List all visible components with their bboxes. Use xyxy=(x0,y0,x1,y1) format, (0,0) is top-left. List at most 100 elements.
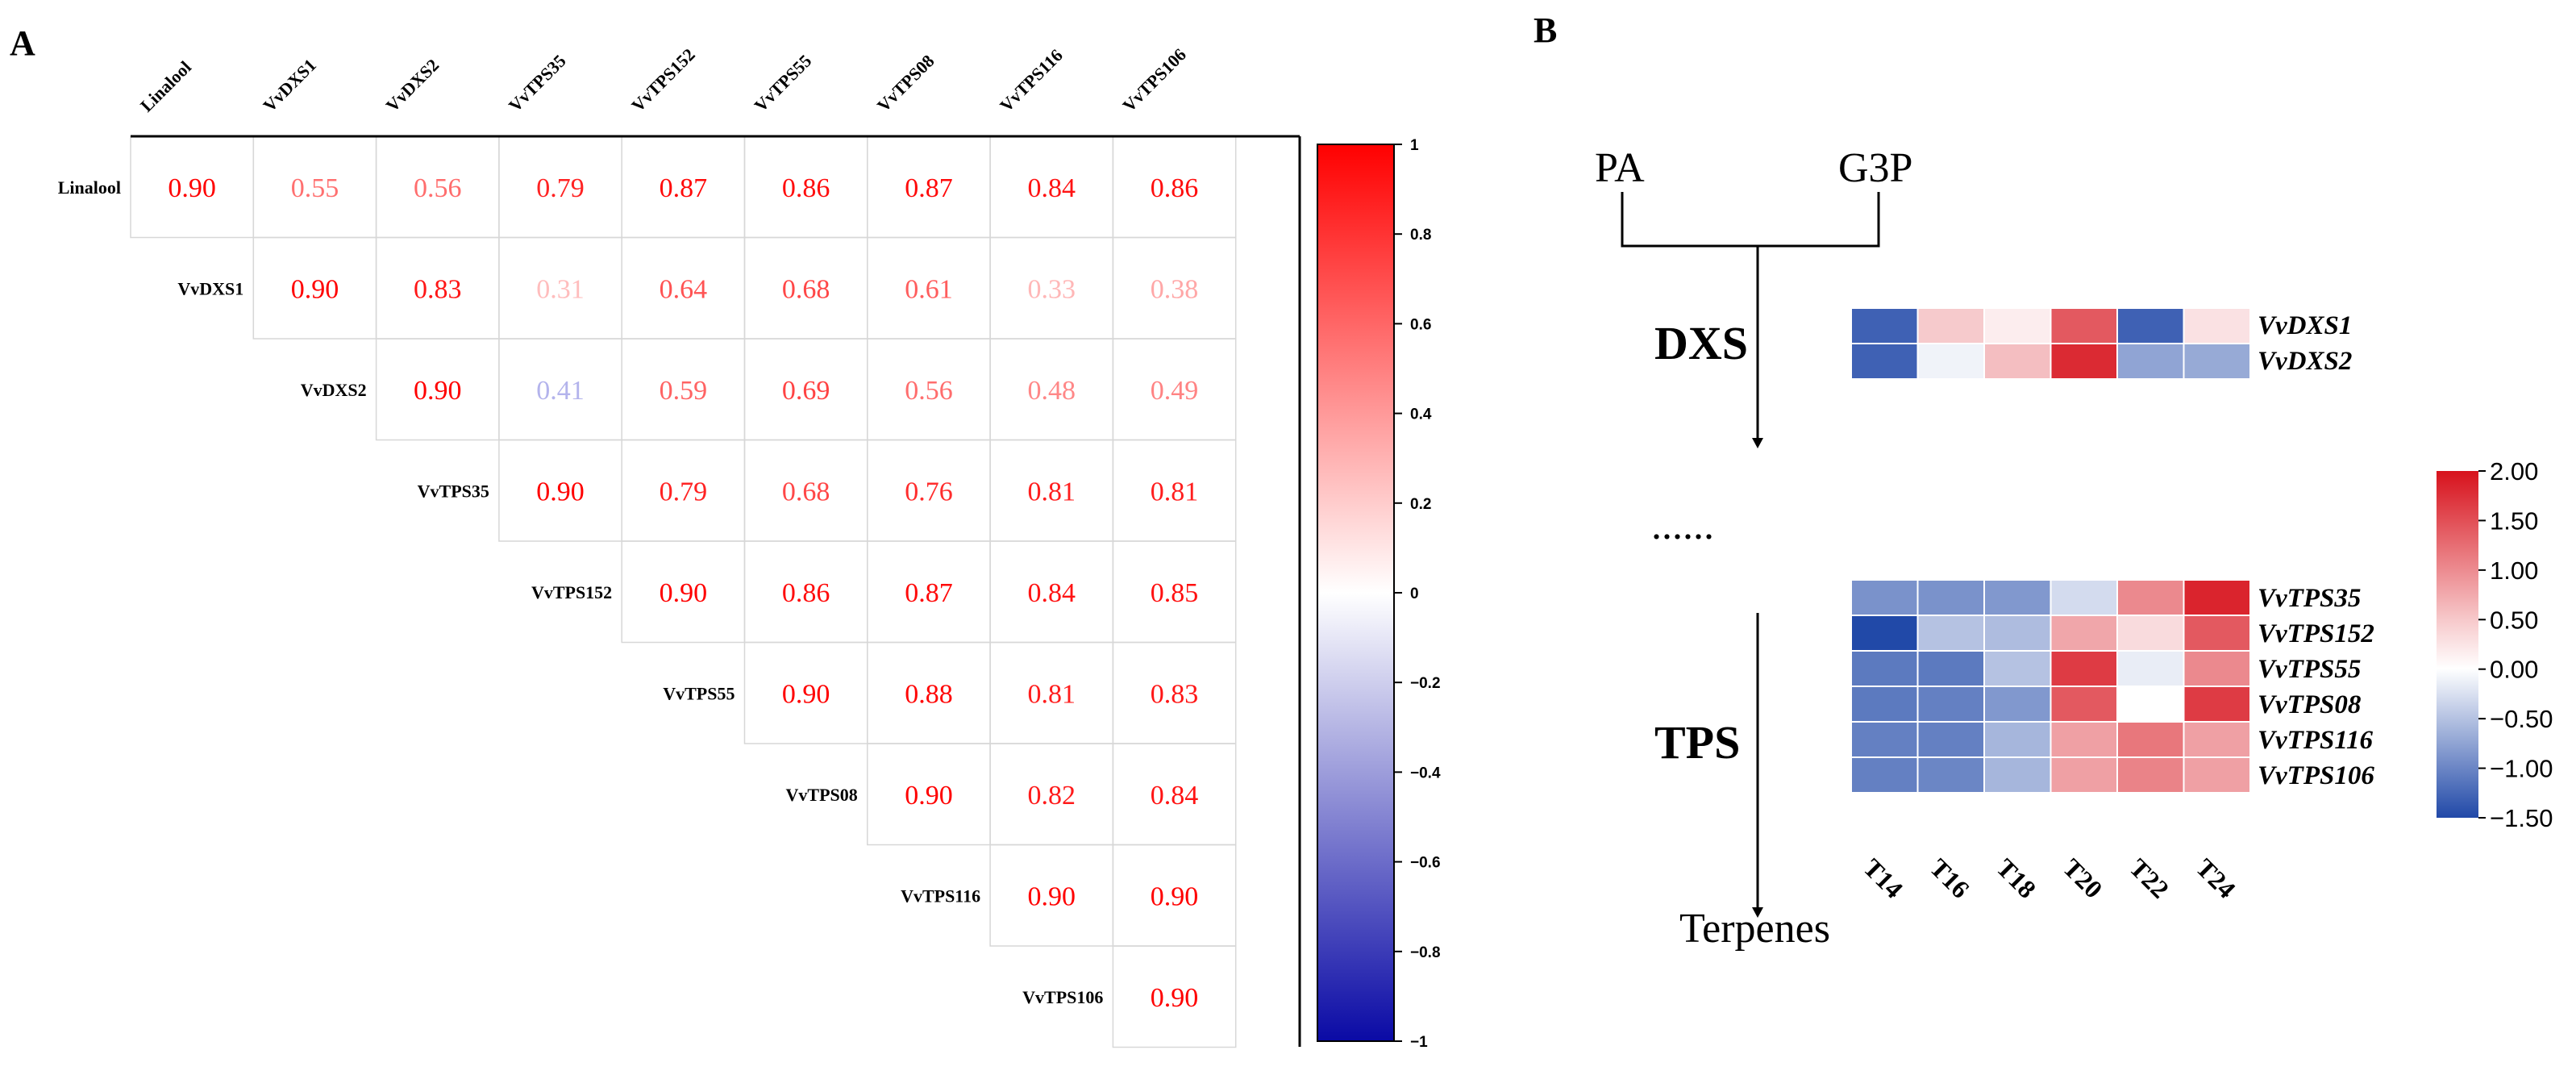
correlation-value: 0.90 xyxy=(168,173,216,203)
column-label: VvTPS55 xyxy=(751,51,816,116)
tps-cell xyxy=(2116,686,2185,723)
dxs-cell xyxy=(1850,307,1919,344)
correlation-value: 0.82 xyxy=(1028,781,1076,811)
row-label: VvTPS152 xyxy=(531,582,612,602)
tps-cell xyxy=(1983,615,2052,652)
tps-cell xyxy=(1983,686,2052,723)
correlation-value: 0.76 xyxy=(905,477,953,506)
gene-label: VvTPS35 xyxy=(2258,584,2361,613)
colorbar-b-tick-label: 2.00 xyxy=(2490,457,2538,485)
gene-label: VvTPS116 xyxy=(2258,726,2374,755)
column-label: VvDXS1 xyxy=(259,55,320,116)
row-label: VvDXS1 xyxy=(177,278,243,298)
tps-cell xyxy=(1916,650,1985,687)
time-labels: T14 T16 T18 T20 T22 T24 xyxy=(1858,852,2241,903)
column-label: Linalool xyxy=(136,57,195,116)
colorbar-a-tick-label: −0.2 xyxy=(1410,675,1441,692)
colorbar-a-tick-label: 0.8 xyxy=(1410,227,1431,244)
row-label: VvDXS2 xyxy=(301,380,367,400)
colorbar-b xyxy=(2437,471,2478,818)
correlation-value: 0.38 xyxy=(1151,274,1199,304)
correlation-value: 0.49 xyxy=(1151,376,1199,406)
arrowhead-1 xyxy=(1752,438,1763,448)
tps-cell xyxy=(2183,721,2251,758)
dxs-cell xyxy=(1916,343,1985,380)
tps-cell xyxy=(2050,615,2118,652)
colorbar-a-tick-label: −0.4 xyxy=(1410,765,1441,781)
column-labels: Linalool VvDXS1 VvDXS2 VvTPS35 VvTPS152 VvTPS… xyxy=(136,44,1190,116)
panel-a-label: A xyxy=(10,23,35,63)
substrate-pa: PA xyxy=(1595,145,1645,191)
gene-label: VvTPS08 xyxy=(2258,690,2361,719)
tps-cell xyxy=(1850,756,1919,794)
panel-b-label: B xyxy=(1534,10,1557,50)
correlation-value: 0.88 xyxy=(905,679,953,709)
tps-cell xyxy=(1850,579,1919,616)
tps-cell xyxy=(2116,721,2185,758)
colorbar-a-tick-label: 0.4 xyxy=(1410,406,1432,423)
tps-cell xyxy=(2183,756,2251,794)
tps-cell xyxy=(2116,615,2185,652)
colorbar-b-tick-label: 0.00 xyxy=(2490,656,2538,684)
product-terpenes: Terpenes xyxy=(1679,906,1830,952)
correlation-value: 0.86 xyxy=(1151,173,1199,203)
tps-cell xyxy=(1983,650,2052,687)
correlation-value: 0.41 xyxy=(536,376,585,406)
correlation-value: 0.59 xyxy=(660,376,708,406)
row-label: Linalool xyxy=(58,177,121,198)
tps-cell xyxy=(2183,579,2251,616)
correlation-value: 0.90 xyxy=(291,274,339,304)
tps-cell xyxy=(2050,650,2118,687)
tps-cell xyxy=(1916,686,1985,723)
time-label: T18 xyxy=(1991,852,2041,903)
correlation-value: 0.87 xyxy=(905,578,953,608)
time-label: T24 xyxy=(2191,852,2241,903)
colorbar-a-tick-label: 0 xyxy=(1410,586,1419,602)
tps-cell xyxy=(2183,686,2251,723)
tps-heatmap xyxy=(1850,579,2251,794)
enzyme-tps: TPS xyxy=(1654,716,1740,769)
correlation-value: 0.48 xyxy=(1028,376,1076,406)
correlation-value: 0.90 xyxy=(782,679,830,709)
correlation-value: 0.90 xyxy=(414,376,462,406)
gene-label: VvTPS106 xyxy=(2258,761,2374,790)
correlation-value: 0.81 xyxy=(1028,477,1076,506)
tps-cell xyxy=(2050,721,2118,758)
time-label: T22 xyxy=(2124,852,2174,903)
row-labels: Linalool VvDXS1 VvDXS2 VvTPS35 VvTPS152 VvTPS… xyxy=(58,177,1104,1007)
tps-cell xyxy=(2050,579,2118,616)
tps-cell xyxy=(1983,579,2052,616)
tps-cell xyxy=(1916,579,1985,616)
correlation-value: 0.90 xyxy=(1028,881,1076,911)
time-label: T16 xyxy=(1925,852,1975,903)
colorbar-a-tick-label: 1 xyxy=(1410,137,1419,154)
correlation-value: 0.79 xyxy=(536,173,585,203)
enzyme-dxs: DXS xyxy=(1654,317,1748,369)
correlation-value: 0.90 xyxy=(536,477,585,506)
correlation-value: 0.68 xyxy=(782,477,830,506)
dxs-cell xyxy=(2116,307,2185,344)
colorbar-a-tick-label: −0.8 xyxy=(1410,944,1441,961)
correlation-value: 0.56 xyxy=(905,376,953,406)
colorbar-b-ticks: 2.00 1.50 1.00 0.50 0.00 −0.50 −1.00 −1.50 xyxy=(2478,457,2553,832)
tps-cell xyxy=(2050,756,2118,794)
colorbar-b-tick-label: −0.50 xyxy=(2490,705,2553,733)
column-label: VvDXS2 xyxy=(382,55,443,116)
correlation-value: 0.33 xyxy=(1028,274,1076,304)
pathway-ellipsis: ...... xyxy=(1651,502,1714,548)
tps-cell xyxy=(1983,756,2052,794)
gene-label: VvTPS55 xyxy=(2258,655,2361,684)
dxs-cell xyxy=(1916,307,1985,344)
correlation-value: 0.90 xyxy=(1151,881,1199,911)
correlation-value: 0.64 xyxy=(660,274,708,304)
column-label: VvTPS152 xyxy=(627,44,699,116)
tps-cell xyxy=(2183,650,2251,687)
row-label: VvTPS55 xyxy=(663,683,735,703)
gene-label: VvTPS152 xyxy=(2258,619,2374,648)
tps-cell xyxy=(2116,579,2185,616)
arrowhead-2 xyxy=(1752,907,1763,918)
matrix-cell xyxy=(1112,945,1237,1048)
correlation-value: 0.56 xyxy=(414,173,462,203)
colorbar-a-tick-label: 0.2 xyxy=(1410,496,1431,513)
